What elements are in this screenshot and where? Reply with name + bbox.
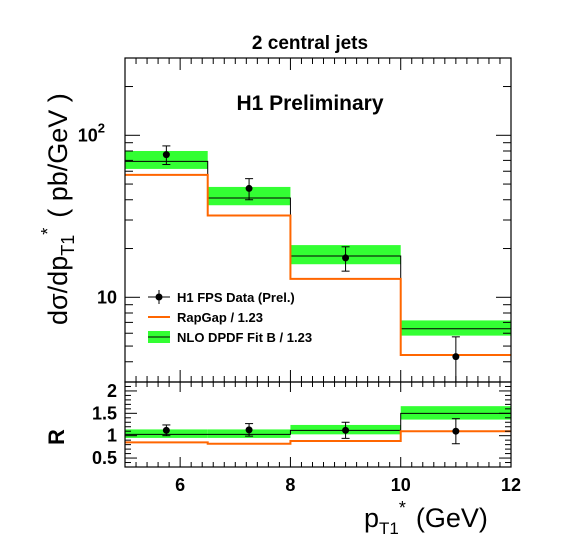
chart-title: 2 central jets bbox=[252, 33, 368, 54]
x-label-sub: T1 bbox=[379, 519, 399, 538]
legend-label-2: RapGap / 1.23 bbox=[177, 310, 263, 325]
data-point-2 bbox=[245, 184, 253, 192]
x-axis-label: pT1* (GeV) bbox=[364, 498, 488, 538]
svg-text:dσ/dpT1*( pb/GeV ): dσ/dpT1* ( pb/GeV ) bbox=[38, 93, 78, 325]
x-tick-label-4: 12 bbox=[501, 475, 521, 495]
legend: H1 FPS Data (Prel.) RapGap / 1.23 NLO DPDF… bbox=[148, 290, 312, 345]
y-tick-label-4: 2 bbox=[107, 381, 117, 401]
legend-data-marker bbox=[155, 293, 163, 301]
y-tick-label-2: 1 bbox=[107, 426, 117, 446]
preliminary-label: H1 Preliminary bbox=[236, 92, 383, 115]
rapgap-line bbox=[125, 430, 511, 445]
legend-label-1: H1 FPS Data (Prel.) bbox=[177, 290, 295, 305]
main-y-label-sub: T1 bbox=[58, 235, 78, 256]
x-tick-label-3: 10 bbox=[391, 475, 411, 495]
main-y-label-prefix: dσ/dp bbox=[43, 256, 73, 325]
x-tick-label-1: 6 bbox=[175, 475, 185, 495]
y-tick-label-3: 1.5 bbox=[92, 403, 117, 423]
data-point-1 bbox=[162, 151, 170, 159]
nlo-central-line bbox=[125, 412, 511, 435]
ratio-plot-frame bbox=[124, 381, 512, 468]
data-point-1 bbox=[162, 426, 170, 434]
data-point-3 bbox=[342, 254, 350, 262]
x-label-sup: * bbox=[399, 498, 406, 518]
data-point-3 bbox=[342, 426, 350, 434]
data-point-4 bbox=[452, 353, 460, 361]
ratio-y-axis-label: R bbox=[44, 429, 69, 445]
main-y-label-sup: * bbox=[38, 228, 58, 235]
nlo-band-bin-4 bbox=[400, 320, 511, 336]
main-y-label-suffix: ( pb/GeV ) bbox=[43, 93, 73, 218]
data-point-2 bbox=[245, 426, 253, 434]
data-point-4 bbox=[452, 427, 460, 435]
y-tick-label-1: 10 bbox=[97, 287, 117, 307]
rapgap-line bbox=[125, 173, 511, 357]
y-tick-label-2: 102 bbox=[78, 120, 105, 145]
x-label-prefix: p bbox=[364, 503, 379, 533]
x-label-suffix: (GeV) bbox=[416, 503, 488, 533]
legend-label-3: NLO DPDF Fit B / 1.23 bbox=[177, 330, 312, 345]
y-tick-label-1: 0.5 bbox=[92, 448, 117, 468]
main-y-axis-label: dσ/dpT1* ( pb/GeV ) bbox=[38, 93, 78, 325]
ratio-plot: 0.51 1.52 6 8 10 12 bbox=[92, 381, 521, 495]
main-plot: 10 102 bbox=[78, 57, 512, 383]
x-tick-label-2: 8 bbox=[285, 475, 295, 495]
